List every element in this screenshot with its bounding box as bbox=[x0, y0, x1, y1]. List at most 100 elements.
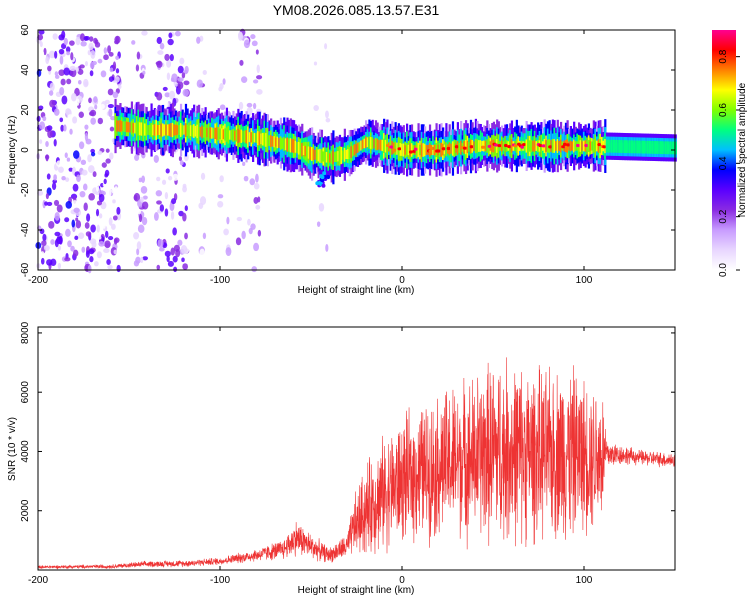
spectrogram-cell bbox=[86, 213, 91, 222]
spectrogram-cell bbox=[319, 112, 323, 122]
spectrogram-cell bbox=[242, 130, 245, 143]
spectrogram-cell bbox=[155, 124, 158, 136]
spectrogram-cell bbox=[224, 128, 227, 141]
spectrogram-cell bbox=[237, 88, 244, 94]
spectrogram-cell bbox=[88, 193, 95, 201]
spectrogram-cell bbox=[243, 130, 247, 143]
spectrogram-cell bbox=[466, 140, 469, 154]
spectrogram-cell bbox=[674, 144, 677, 152]
spectrogram-cell bbox=[78, 111, 84, 118]
spectrogram-cell bbox=[392, 148, 397, 152]
spectrogram-cell bbox=[261, 132, 265, 146]
spectrogram-cell bbox=[170, 123, 173, 137]
spectrogram-cell bbox=[321, 183, 326, 188]
spectrogram-cell bbox=[661, 144, 664, 152]
spectrogram-cell bbox=[241, 230, 246, 240]
spectrogram-cell bbox=[531, 146, 536, 150]
spectrogram-cell bbox=[581, 141, 584, 151]
spectrogram-cell bbox=[184, 232, 188, 240]
spectrogram-cell bbox=[84, 124, 89, 130]
spectrogram-cell bbox=[528, 140, 532, 152]
spectrogram-cell bbox=[374, 137, 378, 151]
spectrogram-cell bbox=[196, 124, 199, 139]
spectrogram-cell bbox=[253, 197, 259, 204]
spectrogram-cell bbox=[199, 126, 202, 137]
spectrogram-cell bbox=[85, 250, 90, 258]
snr-panel: -200 -100 0 100 8000 6000 4000 2000 Height of … bbox=[7, 321, 676, 596]
spectrogram-cell bbox=[246, 106, 253, 116]
spectrogram-cell bbox=[61, 176, 66, 181]
spectrogram-cell bbox=[636, 143, 640, 151]
spectrogram-cell bbox=[326, 174, 331, 179]
spectrogram-cell bbox=[201, 125, 204, 139]
spectrogram-cell bbox=[632, 143, 635, 151]
spectrogram-cell bbox=[324, 255, 330, 262]
spectrogram-cell bbox=[217, 200, 224, 208]
spectrogram-cell bbox=[413, 147, 418, 151]
spectrogram-cell bbox=[75, 66, 80, 73]
spectrogram-cell bbox=[81, 101, 89, 106]
spectrogram-cell bbox=[153, 124, 156, 136]
spectrogram-cell bbox=[378, 139, 381, 150]
spectrogram-cell bbox=[161, 123, 165, 137]
spectrogram-cell bbox=[143, 245, 151, 251]
snr-x-label: Height of straight line (km) bbox=[298, 585, 415, 596]
spectrogram-cell bbox=[406, 143, 409, 157]
spectrogram-cell bbox=[107, 88, 114, 96]
spectrogram-cell bbox=[312, 148, 315, 161]
spectrogram-cell bbox=[630, 143, 633, 151]
spectrogram-cell bbox=[258, 131, 261, 146]
spectrogram-cell bbox=[92, 171, 97, 178]
spectrogram-cell bbox=[361, 139, 364, 150]
spectrogram-cell bbox=[136, 248, 140, 256]
spectrogram-cell bbox=[75, 220, 82, 229]
spectrogram-cell bbox=[134, 122, 137, 134]
spectrogram-cell bbox=[656, 143, 659, 152]
spectrogram-cell bbox=[501, 140, 504, 152]
spectrogram-cell bbox=[103, 178, 107, 185]
spectrogram-cell bbox=[60, 124, 64, 132]
spectrogram-cell bbox=[257, 229, 262, 237]
spectrogram-cell bbox=[640, 143, 643, 151]
spectrogram-cell bbox=[533, 140, 536, 152]
spectrogram-cell bbox=[167, 260, 174, 267]
spectrogram-cell bbox=[618, 142, 622, 151]
spectrogram-cell bbox=[322, 151, 325, 162]
spectrogram-cell bbox=[180, 36, 184, 43]
spectrogram-cell bbox=[322, 99, 326, 108]
spectrogram-cell bbox=[71, 200, 78, 206]
spectrogram-cell bbox=[309, 146, 312, 160]
spectrogram-cell bbox=[140, 196, 144, 203]
spectrogram-cell bbox=[75, 36, 81, 46]
spectrogram-cell bbox=[67, 240, 72, 248]
spectrogram-x-tick-label: 0 bbox=[399, 275, 405, 286]
spectrogram-cell bbox=[179, 123, 183, 137]
spectrogram-cell bbox=[56, 160, 63, 167]
spectrogram-cell bbox=[156, 92, 163, 101]
spectrogram-cell bbox=[299, 143, 302, 155]
spectrogram-cell bbox=[69, 128, 73, 135]
spectrogram-cell bbox=[196, 79, 204, 88]
spectrogram-cell bbox=[322, 171, 327, 176]
spectrogram-cell bbox=[319, 148, 322, 163]
spectrogram-x-ticks: -200 -100 0 100 bbox=[28, 30, 593, 286]
spectrogram-cell bbox=[72, 183, 79, 192]
spectrogram-cell bbox=[58, 69, 65, 76]
spectrogram-cell bbox=[53, 108, 60, 116]
spectrogram-cell bbox=[545, 140, 548, 152]
spectrogram-cell bbox=[74, 235, 79, 240]
spectrogram-cell bbox=[450, 143, 453, 154]
spectrogram-cell bbox=[383, 138, 386, 154]
spectrogram-cell bbox=[404, 145, 407, 155]
spectrogram-cell bbox=[38, 105, 44, 111]
spectrogram-cell bbox=[238, 101, 244, 110]
spectrogram-cell bbox=[263, 132, 266, 147]
spectrogram-cell bbox=[46, 125, 53, 131]
spectrogram-cell bbox=[47, 65, 52, 72]
spectrogram-cell bbox=[458, 142, 461, 153]
spectrogram-cell bbox=[143, 123, 147, 136]
spectrogram-cell bbox=[63, 37, 68, 46]
spectrogram-cell bbox=[202, 47, 208, 53]
spectrogram-cell bbox=[360, 140, 363, 151]
spectrogram-cell bbox=[646, 143, 649, 151]
